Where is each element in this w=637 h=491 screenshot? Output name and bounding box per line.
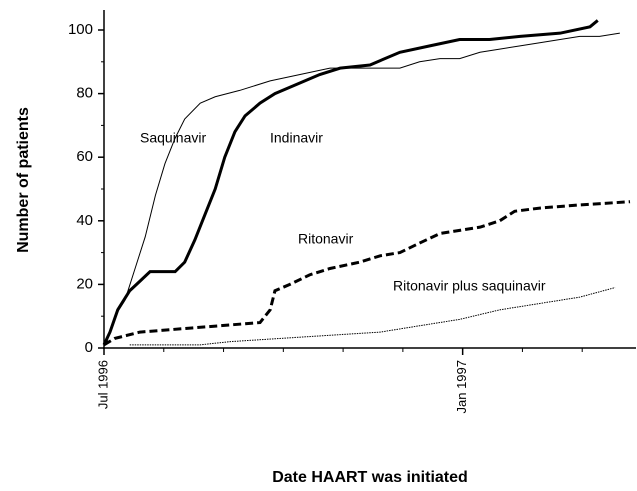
series-label: Ritonavir — [298, 231, 354, 247]
series-line — [102, 19, 599, 346]
y-tick-label: 0 — [85, 339, 93, 356]
y-axis-title: Number of patients — [15, 107, 32, 253]
y-tick-label: 60 — [76, 148, 93, 165]
series-label: Indinavir — [270, 130, 323, 146]
x-tick-label: Jan 1997 — [454, 360, 469, 414]
series-label: Ritonavir plus saquinavir — [393, 278, 546, 294]
y-tick-label: 40 — [76, 212, 93, 229]
x-tick-label: Jul 1996 — [95, 360, 110, 409]
series-line — [103, 200, 631, 347]
y-tick-label: 20 — [76, 275, 93, 292]
y-tick-label: 80 — [76, 85, 93, 102]
y-tick-label: 100 — [68, 21, 93, 38]
series-label: Saquinavir — [140, 130, 206, 146]
series-line — [106, 32, 620, 342]
x-axis-title: Date HAART was initiated — [272, 469, 468, 486]
series-line — [129, 287, 616, 346]
